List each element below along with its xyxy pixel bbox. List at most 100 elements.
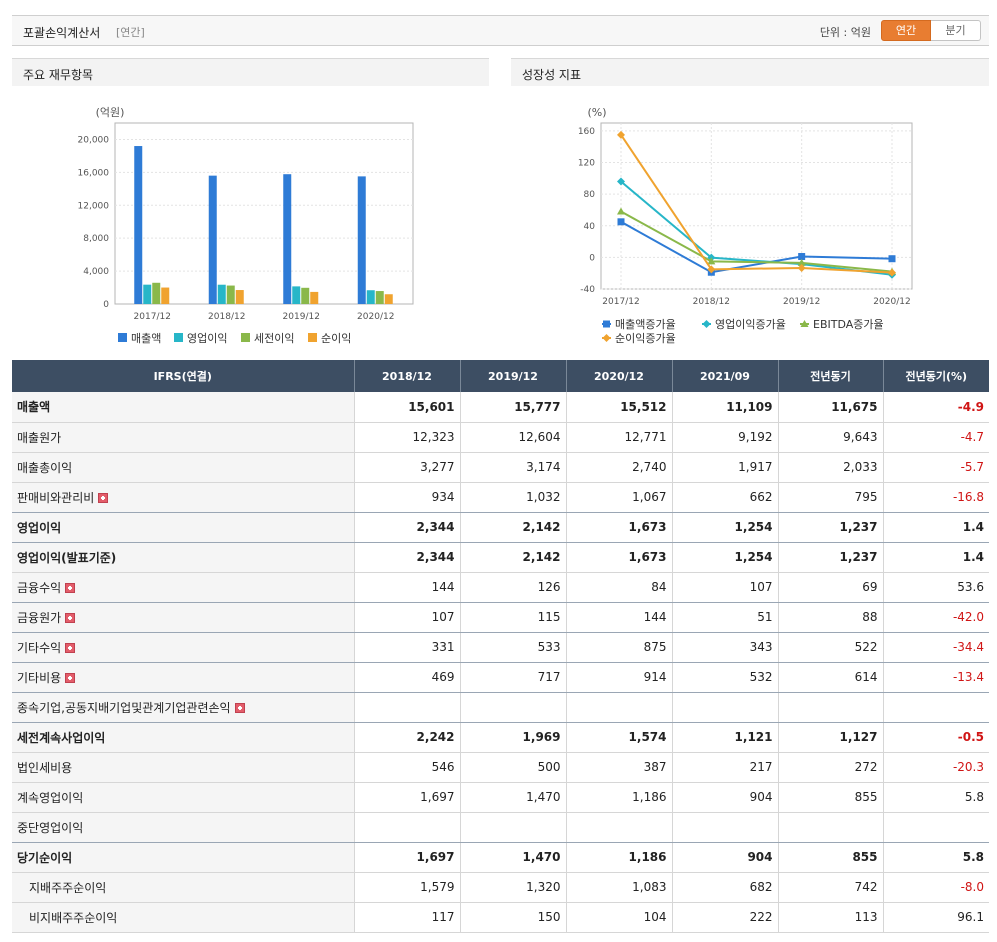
data-point — [617, 130, 625, 139]
period-toggle: 연간 분기 — [881, 20, 981, 41]
expand-plus-icon[interactable] — [65, 672, 76, 683]
value-cell: 1,673 — [565, 542, 672, 573]
value-cell: 15,777 — [459, 392, 566, 423]
row-label-cell: 매출총이익 — [12, 452, 354, 483]
legend-marker — [800, 320, 809, 327]
yoy-change-cell: -13.4 — [882, 662, 989, 693]
legend-label: 영업이익증가율 — [715, 318, 786, 331]
value-cell — [671, 692, 778, 723]
value-cell: 1,470 — [459, 842, 566, 873]
bar — [283, 174, 292, 304]
value-cell: 875 — [565, 632, 672, 663]
row-label: 비지배주주순이익 — [29, 910, 118, 925]
value-cell: 1,969 — [459, 722, 566, 753]
row-label: 금융원가 — [17, 610, 62, 625]
bar — [235, 290, 244, 304]
row-label: 종속기업,공동지배기업및관계기업관련손익 — [17, 700, 231, 715]
row-label-cell: 판매비와관리비 — [12, 482, 354, 513]
table-row: 금융원가 107 115 144 51 88 -42.0 — [12, 602, 989, 633]
bar — [217, 284, 226, 304]
bar — [161, 287, 170, 304]
growth-indicators-heading: 성장성 지표 — [511, 58, 989, 86]
y-tick-label: 12,000 — [78, 201, 110, 211]
bar — [134, 146, 143, 304]
value-cell: 126 — [459, 572, 566, 603]
row-label: 법인세비용 — [17, 760, 73, 775]
legend-label: 순이익증가율 — [615, 332, 676, 345]
value-cell: 500 — [459, 752, 566, 783]
row-label: 매출원가 — [17, 430, 62, 445]
legend-swatch — [118, 333, 127, 342]
value-cell: 855 — [777, 782, 883, 813]
data-point — [617, 207, 625, 215]
row-label: 매출액 — [17, 400, 51, 415]
expand-plus-icon[interactable] — [65, 582, 76, 593]
x-tick-label: 2019/12 — [283, 312, 320, 322]
header-period: 2019/12 — [459, 360, 566, 392]
yoy-change-cell: 5.8 — [882, 842, 989, 873]
x-tick-label: 2019/12 — [783, 297, 820, 307]
expand-plus-icon[interactable] — [65, 612, 76, 623]
value-cell: 662 — [671, 482, 778, 513]
row-label: 세전계속사업이익 — [17, 730, 106, 745]
value-cell: 9,192 — [671, 422, 778, 453]
row-label-cell: 지배주주순이익 — [12, 872, 354, 903]
row-label: 영업이익(발표기준) — [17, 550, 117, 565]
y-tick-label: 8,000 — [83, 234, 109, 244]
value-cell: 934 — [353, 482, 460, 513]
x-tick-label: 2017/12 — [602, 297, 639, 307]
value-cell: 150 — [459, 902, 566, 933]
yoy-change-cell — [882, 812, 989, 843]
value-cell: 144 — [353, 572, 460, 603]
yoy-change-cell: -42.0 — [882, 602, 989, 633]
yoy-change-cell: -4.7 — [882, 422, 989, 453]
yoy-change-cell: 1.4 — [882, 512, 989, 543]
value-cell: 2,740 — [565, 452, 672, 483]
yoy-change-cell — [882, 692, 989, 723]
value-cell: 2,344 — [353, 542, 460, 573]
value-cell: 15,512 — [565, 392, 672, 423]
y-tick-label: 0 — [103, 300, 109, 310]
row-label: 계속영업이익 — [17, 790, 84, 805]
row-label-cell: 영업이익 — [12, 512, 354, 543]
header-period: 2018/12 — [353, 360, 460, 392]
income-statement-table-wrap: IFRS(연결) 2018/12 2019/12 2020/12 2021/09 전년동기… — [12, 360, 989, 933]
bar — [208, 175, 217, 304]
value-cell: 51 — [671, 602, 778, 633]
key-financials-heading: 주요 재무항목 — [12, 58, 489, 86]
legend-swatch — [174, 333, 183, 342]
value-cell: 1,697 — [353, 842, 460, 873]
y-tick-label: -40 — [580, 285, 595, 295]
quarterly-tab[interactable]: 분기 — [931, 20, 981, 41]
bar — [226, 285, 235, 304]
data-point — [797, 258, 806, 266]
table-row: 계속영업이익 1,697 1,470 1,186 904 855 5.8 — [12, 782, 989, 813]
row-label: 당기순이익 — [17, 850, 73, 865]
annual-tab[interactable]: 연간 — [881, 20, 931, 41]
bar — [375, 291, 384, 304]
data-point — [707, 265, 716, 274]
value-cell: 795 — [777, 482, 883, 513]
value-cell: 469 — [353, 662, 460, 693]
bar — [143, 284, 152, 304]
row-label-cell: 세전계속사업이익 — [12, 722, 354, 753]
value-cell — [459, 692, 566, 723]
series-line — [620, 134, 893, 274]
table-row: 판매비와관리비 934 1,032 1,067 662 795 -16.8 — [12, 482, 989, 513]
expand-plus-icon[interactable] — [65, 642, 76, 653]
value-cell: 12,771 — [565, 422, 672, 453]
expand-plus-icon[interactable] — [98, 492, 109, 503]
value-cell: 1,254 — [671, 512, 778, 543]
value-cell: 2,242 — [353, 722, 460, 753]
value-cell — [777, 692, 883, 723]
row-label-cell: 계속영업이익 — [12, 782, 354, 813]
table-row: 영업이익(발표기준) 2,344 2,142 1,673 1,254 1,237 1.4 — [12, 542, 989, 573]
expand-plus-icon[interactable] — [234, 702, 245, 713]
key-financials-chart: (억원) 0 4,000 8,000 12,000 16,000 20,000 2017/12… — [78, 106, 414, 345]
value-cell: 855 — [777, 842, 883, 873]
row-label-cell: 중단영업이익 — [12, 812, 354, 843]
row-label: 중단영업이익 — [17, 820, 84, 835]
yoy-change-cell: 96.1 — [882, 902, 989, 933]
value-cell: 1,574 — [565, 722, 672, 753]
row-label-cell: 매출원가 — [12, 422, 354, 453]
